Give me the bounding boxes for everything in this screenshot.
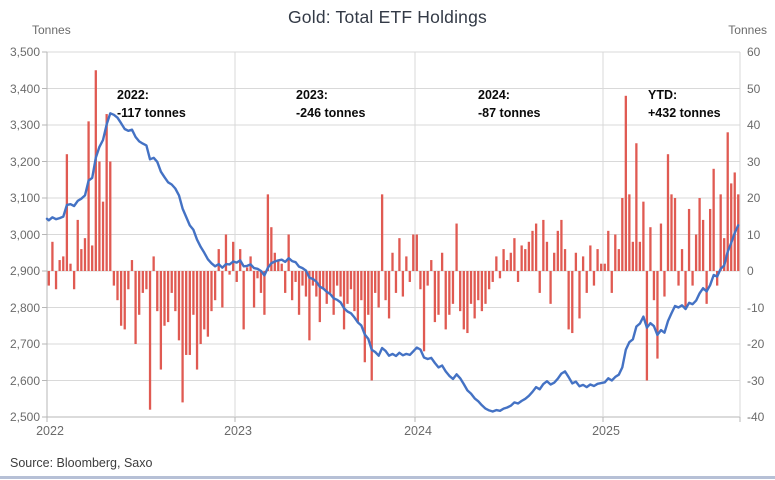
chart-title: Gold: Total ETF Holdings xyxy=(287,7,487,27)
annotation-2023-year: 2023: xyxy=(296,88,328,102)
right-axis-tick: -40 xyxy=(747,410,765,424)
left-axis-tick: 3,100 xyxy=(9,191,40,205)
right-axis-tick-labels: 60 50 40 30 20 10 0 -10 -20 -30 -40 xyxy=(747,0,775,480)
left-axis-tick-labels: 3,500 3,400 3,300 3,200 3,100 3,000 2,900 2,800… xyxy=(0,0,40,480)
left-axis-tick: 3,300 xyxy=(9,118,40,132)
left-axis-tick: 3,400 xyxy=(9,81,40,96)
right-axis-tick: 60 xyxy=(747,45,761,59)
bottom-divider xyxy=(0,476,775,479)
right-axis-unit-label: Tonnes xyxy=(728,23,767,37)
right-axis-tick: -10 xyxy=(747,300,765,315)
annotation-2024-value: -87 tonnes xyxy=(478,106,541,120)
annotation-2023: 2023: -246 tonnes xyxy=(296,86,365,122)
left-axis-tick: 2,800 xyxy=(9,300,40,315)
left-axis-tick: 3,000 xyxy=(9,227,40,242)
holdings-line xyxy=(45,112,740,413)
annotation-2024: 2024: -87 tonnes xyxy=(478,86,541,122)
x-axis-tick-2024: 2024 xyxy=(404,424,432,438)
annotation-ytd-year: YTD: xyxy=(648,88,678,102)
left-axis-tick: 3,200 xyxy=(9,154,40,169)
left-axis-tick: 2,500 xyxy=(9,410,40,424)
annotation-2023-value: -246 tonnes xyxy=(296,106,366,120)
annotation-2022-value: -117 tonnes xyxy=(117,106,186,120)
right-axis-tick: -20 xyxy=(747,337,765,351)
annotation-2024-year: 2024: xyxy=(478,88,510,102)
source-label: Source: Bloomberg, Saxo xyxy=(10,456,153,470)
annotation-ytd-value: +432 tonnes xyxy=(648,106,721,120)
annotation-ytd: YTD: +432 tonnes xyxy=(648,86,721,122)
x-axis-tick-labels: 2022 2023 2024 2025 xyxy=(0,424,775,440)
x-axis-tick-2023: 2023 xyxy=(224,424,252,438)
x-axis-tick-2025: 2025 xyxy=(592,424,620,438)
right-axis-tick: 40 xyxy=(747,118,761,132)
left-axis-tick: 2,900 xyxy=(9,264,40,278)
right-axis-tick: 10 xyxy=(747,227,761,242)
left-axis-unit-label: Tonnes xyxy=(32,23,71,37)
right-axis-tick: 30 xyxy=(747,154,761,169)
x-axis-tick-2022: 2022 xyxy=(36,424,64,438)
annotation-2022: 2022: -117 tonnes xyxy=(117,86,186,122)
left-axis-tick: 2,600 xyxy=(9,373,40,388)
left-axis-tick: 2,700 xyxy=(9,337,40,351)
weekly-flow-bars xyxy=(47,70,740,410)
right-axis-tick: 50 xyxy=(747,81,761,96)
right-axis-tick: -30 xyxy=(747,373,765,388)
right-axis-tick: 20 xyxy=(747,191,761,205)
right-axis-tick: 0 xyxy=(747,264,754,278)
left-axis-tick: 3,500 xyxy=(9,45,40,59)
annotation-2022-year: 2022: xyxy=(117,88,149,102)
